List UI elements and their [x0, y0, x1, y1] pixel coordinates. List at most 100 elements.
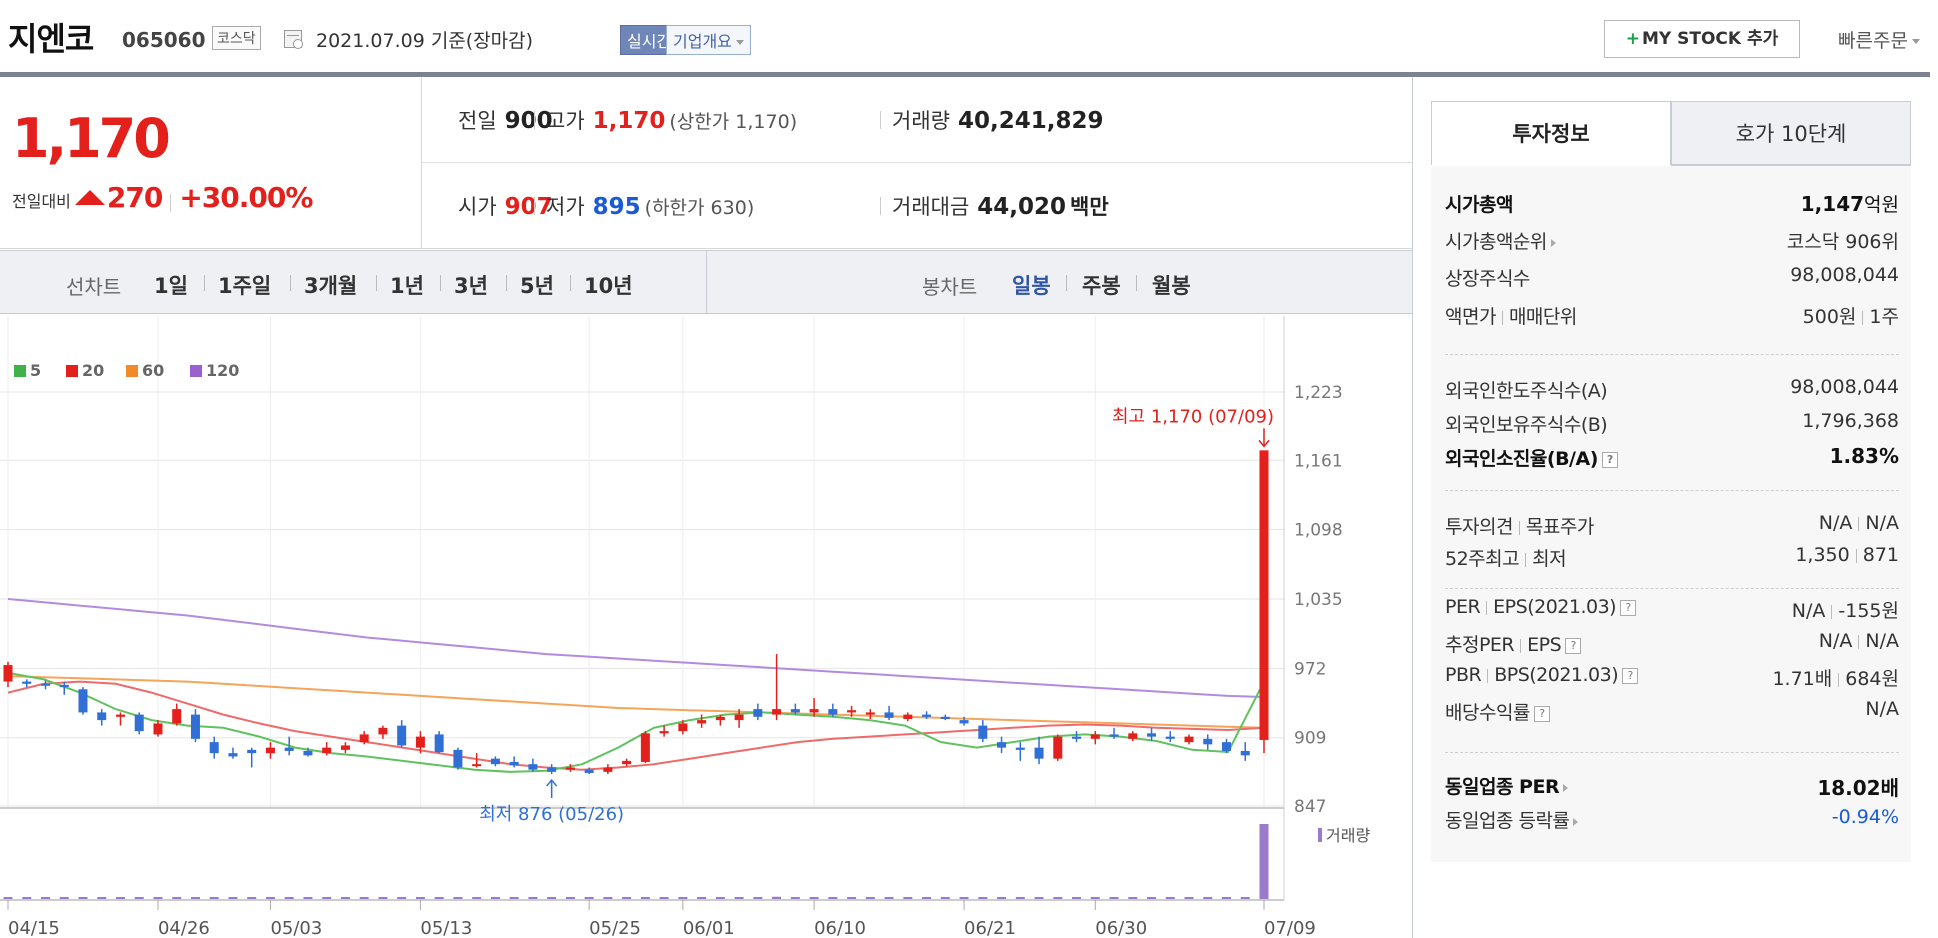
help-icon[interactable]: ?	[1601, 451, 1618, 468]
period-5y[interactable]: 5년	[520, 274, 554, 298]
price-chart[interactable]: 1,223 1,161 1,098 1,035 972 909 847 04/15 04/26 0…	[0, 316, 1412, 938]
separator	[170, 193, 172, 212]
period-3y[interactable]: 3년	[454, 274, 488, 298]
w52-values: 1,350 871	[1795, 544, 1899, 566]
period-10y[interactable]: 10년	[584, 274, 633, 298]
help-icon[interactable]: ?	[1565, 637, 1582, 654]
volume-bar	[228, 897, 238, 899]
candle-body	[1090, 734, 1100, 739]
dividend-label-wrap: 배당수익률?	[1445, 698, 1550, 725]
volume-bar	[1184, 897, 1194, 899]
open-price: 시가 907	[458, 191, 553, 221]
separator	[376, 275, 377, 291]
cap-rank-link[interactable]: 시가총액순위	[1445, 227, 1556, 254]
quick-order-dropdown[interactable]: 빠른주문	[1838, 26, 1920, 53]
price-stats: 전일 900 고가 1,170 (상한가 1,170) 거래량 40,241,829 시…	[422, 77, 1412, 249]
volume-bar	[1222, 897, 1232, 899]
up-arrow-icon	[74, 190, 105, 205]
sector-per-link[interactable]: 동일업종 PER	[1445, 772, 1569, 799]
high-arrow-head	[1258, 439, 1270, 448]
help-icon[interactable]: ?	[1533, 705, 1550, 722]
w52-high-value: 1,350	[1795, 544, 1850, 566]
eps-value: -155원	[1838, 600, 1899, 622]
add-mystock-button[interactable]: + MY STOCK 추가	[1604, 20, 1800, 58]
volume-bar	[209, 897, 219, 899]
candle-body	[1203, 738, 1213, 745]
high-label: 고가	[546, 109, 585, 133]
candle-body	[322, 747, 332, 754]
candle-body	[134, 714, 144, 732]
period-3m[interactable]: 3개월	[304, 274, 358, 298]
company-info-label: 기업개요	[673, 32, 732, 51]
low-annotation: 최저 876 (05/26)	[479, 804, 624, 825]
est-eps-value: N/A	[1865, 630, 1899, 652]
market-cap-row: 시가총액 1,147억원	[1445, 184, 1899, 220]
period-1y[interactable]: 1년	[390, 274, 424, 298]
foreign-limit-label: 외국인한도주식수(A)	[1445, 380, 1608, 402]
sector-chg-link[interactable]: 동일업종 등락률	[1445, 806, 1579, 833]
target-value: N/A	[1865, 512, 1899, 534]
candle-weekly[interactable]: 주봉	[1082, 274, 1121, 298]
volume: 거래량 40,241,829	[892, 105, 1103, 135]
amount-unit: 백만	[1070, 195, 1109, 219]
candle-daily[interactable]: 일봉	[1012, 274, 1051, 298]
company-info-dropdown[interactable]: 기업개요	[666, 25, 751, 55]
foreign-ratio-label-wrap: 외국인소진율(B/A)?	[1445, 444, 1618, 471]
period-1d[interactable]: 1일	[154, 274, 188, 298]
candle-body	[40, 683, 50, 686]
x-tick-label: 06/10	[814, 918, 866, 938]
est-per-label: 추정PER	[1445, 634, 1515, 656]
candle-body	[978, 725, 988, 739]
candle-body	[1053, 736, 1063, 759]
volume-bar	[1072, 897, 1082, 899]
prev-close-value: 900	[504, 108, 553, 134]
ma5-line	[7, 671, 1265, 773]
candle-body	[78, 689, 88, 713]
bps-label: BPS(2021.03)	[1494, 664, 1619, 686]
candle-body	[547, 767, 557, 772]
upper-limit: (상한가 1,170)	[669, 111, 798, 133]
est-per-row: 추정PER EPS? N/A N/A	[1445, 624, 1899, 660]
volume-bar	[959, 897, 969, 899]
candlestick-chart-svg: 1,223 1,161 1,098 1,035 972 909 847 04/15 04/26 0…	[0, 316, 1370, 938]
candle-body	[584, 769, 594, 773]
help-icon[interactable]: ?	[1620, 599, 1637, 616]
candle-body	[884, 712, 894, 718]
separator	[506, 275, 507, 291]
unit-label: 매매단위	[1508, 306, 1577, 328]
volume-bar	[453, 897, 463, 899]
dividend-label: 배당수익률	[1445, 702, 1530, 724]
est-eps-label: EPS	[1527, 634, 1562, 656]
candle-body	[678, 723, 688, 732]
volume-bar	[115, 897, 125, 899]
legend-swatch	[190, 365, 202, 377]
high-price: 고가 1,170 (상한가 1,170)	[546, 105, 797, 135]
par-value: 500원	[1802, 306, 1857, 328]
volume-bar	[97, 897, 107, 899]
separator	[204, 275, 205, 291]
help-icon[interactable]: ?	[1622, 667, 1639, 684]
volume-bar	[1015, 897, 1025, 899]
w52-high-label: 52주최고	[1445, 548, 1520, 570]
separator	[1520, 638, 1522, 653]
est-per-labels: 추정PER EPS?	[1445, 630, 1582, 657]
tab-hoga-10[interactable]: 호가 10단계	[1671, 101, 1911, 165]
separator	[1136, 275, 1137, 291]
candle-body	[565, 767, 575, 770]
candle-body	[959, 720, 969, 724]
foreign-ratio-value: 1.83%	[1829, 444, 1899, 468]
header-divider	[0, 72, 1930, 77]
x-tick-label: 05/03	[270, 918, 322, 938]
w52-row: 52주최고 최저 1,350 871	[1445, 538, 1899, 574]
candle-body	[715, 716, 725, 721]
legend-swatch	[66, 365, 78, 377]
chevron-down-icon	[1911, 39, 1920, 44]
candle-monthly[interactable]: 월봉	[1152, 274, 1191, 298]
separator	[880, 111, 881, 129]
volume-bar	[528, 897, 538, 899]
tab-invest-info[interactable]: 투자정보	[1431, 101, 1671, 165]
period-1w[interactable]: 1주일	[218, 274, 272, 298]
candle-body	[1222, 742, 1232, 751]
company-name: 지엔코	[8, 20, 94, 58]
w52-low-label: 최저	[1532, 548, 1567, 570]
